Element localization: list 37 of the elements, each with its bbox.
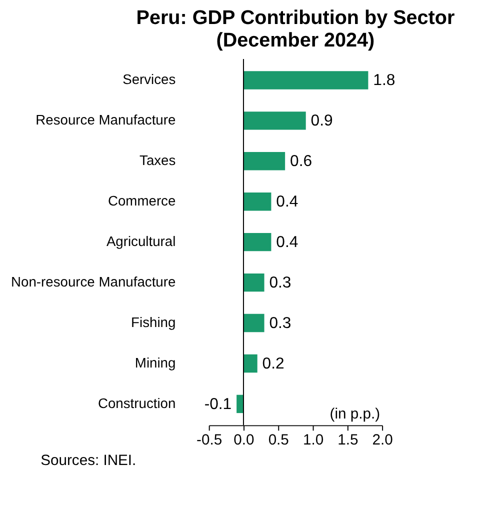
bar (243, 232, 272, 252)
data-label: 1.8 (373, 72, 396, 90)
y-tick-label: Commerce (108, 192, 176, 209)
bar (243, 71, 368, 90)
data-label: -0.1 (204, 396, 232, 413)
x-tick-label: -0.5 (196, 432, 222, 448)
bar (236, 394, 244, 414)
chart-subtitle: (December 2024) (216, 30, 375, 52)
y-tick-label: Services (122, 71, 176, 88)
bar (243, 152, 286, 170)
y-tick-label: Resource Manufacture (36, 112, 176, 128)
data-label: 0.6 (290, 153, 312, 170)
y-tick-label: Agricultural (106, 233, 176, 250)
x-tick-label: 0.5 (268, 432, 289, 448)
bar (243, 314, 264, 332)
bar (243, 354, 258, 373)
data-label: 0.3 (269, 314, 292, 332)
x-tick-label: 2.0 (372, 432, 393, 448)
x-tick-label: 1.5 (338, 432, 358, 448)
chart-title: Peru: GDP Contribution by Sector (136, 6, 455, 29)
data-label: 0.2 (262, 355, 284, 372)
data-label: 0.3 (269, 274, 292, 292)
y-tick-label: Fishing (131, 314, 176, 330)
bar (243, 192, 272, 211)
data-label: 0.4 (276, 234, 298, 252)
source-note: Sources: INEI. (40, 452, 136, 469)
x-tick-label: 0.0 (234, 432, 254, 448)
annotation: (in p.p.) (330, 406, 380, 422)
data-label: 0.9 (310, 112, 333, 130)
data-label: 0.4 (276, 194, 298, 211)
y-tick-label: Taxes (140, 152, 176, 168)
x-tick-label: 1.0 (302, 432, 324, 448)
y-tick-label: Mining (134, 354, 176, 370)
bar (243, 273, 264, 292)
y-tick-label: Non-resource Manufacture (11, 274, 176, 290)
bar (243, 112, 306, 130)
y-tick-label: Construction (98, 394, 176, 411)
